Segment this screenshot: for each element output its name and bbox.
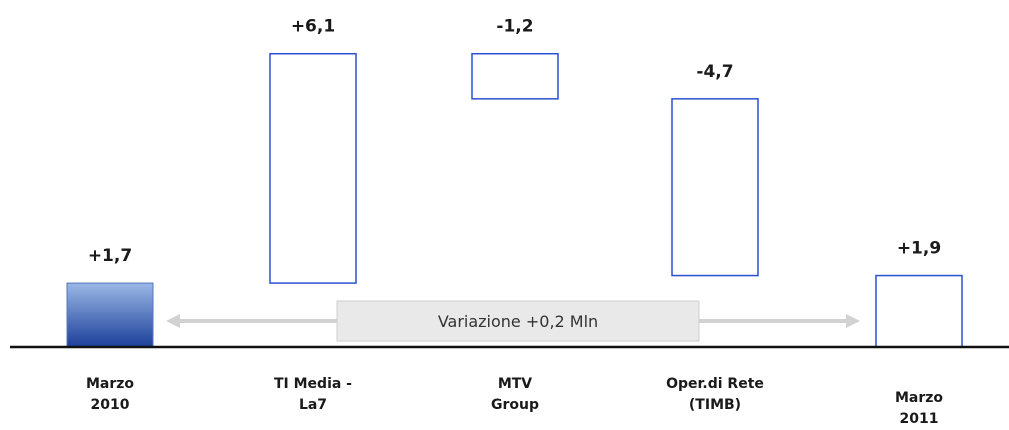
category-label: 2011 bbox=[900, 411, 939, 427]
bar-ti-media-la7 bbox=[269, 52, 357, 284]
arrow-head-right bbox=[846, 314, 860, 328]
variation-box bbox=[336, 300, 700, 342]
category-labels: Marzo 2010 TI Media - La7 MTV Group Oper.di Re… bbox=[86, 376, 943, 427]
variation-label: Variazione +0,2 Mln bbox=[438, 312, 598, 331]
category-label: TI Media - bbox=[274, 376, 352, 392]
category-label: (TIMB) bbox=[689, 397, 741, 413]
value-label: +1,9 bbox=[897, 239, 941, 259]
category-label: Group bbox=[491, 397, 539, 413]
value-labels: +1,7 +6,1 -1,2 -4,7 +1,9 bbox=[88, 17, 941, 266]
arrow-head-left bbox=[166, 314, 180, 328]
bar-oper-di-rete bbox=[671, 98, 759, 277]
category-label: Marzo bbox=[86, 376, 134, 392]
bar-marzo-2010 bbox=[66, 282, 154, 348]
bar-marzo-2011 bbox=[875, 274, 963, 348]
value-label: +1,7 bbox=[88, 246, 132, 266]
category-label: La7 bbox=[299, 397, 327, 413]
category-label: MTV bbox=[498, 376, 532, 392]
value-label: -1,2 bbox=[496, 17, 533, 37]
category-label: Oper.di Rete bbox=[666, 376, 764, 392]
bar-mtv-group bbox=[471, 52, 559, 100]
value-label: +6,1 bbox=[291, 17, 335, 37]
value-label: -4,7 bbox=[696, 62, 733, 82]
variation-arrow: Variazione +0,2 Mln bbox=[166, 300, 860, 342]
category-label: 2010 bbox=[91, 397, 130, 413]
bars bbox=[66, 52, 963, 348]
category-label: Marzo bbox=[895, 390, 943, 406]
